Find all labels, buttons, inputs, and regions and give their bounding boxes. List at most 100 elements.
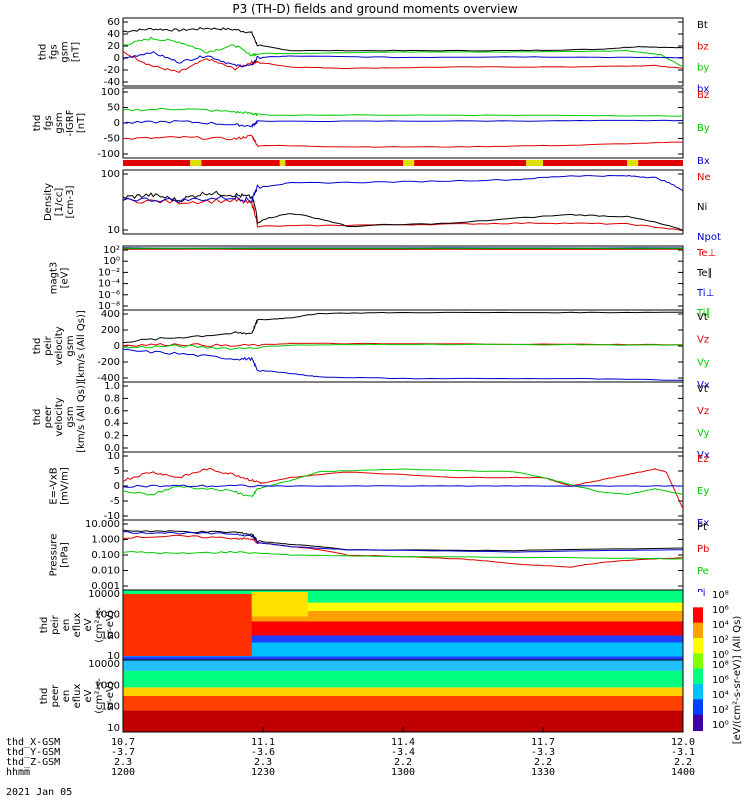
- spectrogram-band: [123, 642, 683, 657]
- colorbar-segment: [693, 607, 703, 624]
- panel-0-ytick: 40: [107, 29, 120, 40]
- panel-0-ytick: -20: [104, 65, 120, 76]
- legend-Ne: Ne: [697, 172, 711, 183]
- legend-Ex: Ex: [697, 518, 709, 529]
- panel-8-ylabel: eV: [83, 618, 94, 631]
- series-Bz: [122, 134, 683, 148]
- panel-4-ylabel: gsm: [65, 335, 76, 356]
- panel-9-ylabel: sr-eV): [105, 681, 116, 710]
- panel-0-ytick: 60: [107, 17, 120, 28]
- panel-0-ytick: -40: [104, 77, 120, 88]
- legend-Vx: Vx: [697, 450, 710, 461]
- mode-bar-segment: [414, 160, 527, 166]
- colorbar: [693, 592, 703, 731]
- mode-bar-segment: [627, 160, 639, 166]
- mode-bar-segment: [190, 160, 202, 166]
- panel-4-ylabel: peir: [43, 335, 54, 355]
- xaxis-value: 2.2: [534, 757, 552, 768]
- panel-7-ytick: 10.000: [85, 519, 120, 530]
- panel-9-ylabel: peer: [50, 684, 61, 708]
- spectrogram-band: [123, 602, 683, 611]
- series-Vx: [122, 348, 684, 381]
- colorbar-tick-bottom: 10⁸: [712, 660, 729, 671]
- panel-1-ylabel: fgs: [43, 115, 54, 130]
- legend-Vx: Vx: [697, 380, 710, 391]
- mode-bar-segment: [543, 160, 627, 166]
- panel-5-ylabel: gsm: [65, 406, 76, 427]
- chart-title: P3 (TH-D) fields and ground moments over…: [232, 2, 518, 16]
- series-By: [122, 107, 684, 117]
- panel-8-ylabel: peir: [50, 614, 61, 634]
- spectrogram-band: [123, 660, 683, 671]
- panel-0-ylabel: [nT]: [71, 42, 82, 62]
- panel-4-ylabel: velocity: [54, 326, 65, 365]
- xaxis-value: -3.4: [391, 747, 415, 758]
- panel-4-ytick: 400: [101, 309, 120, 320]
- xaxis-date: 2021 Jan 05: [6, 787, 72, 798]
- xaxis-value: 2.2: [394, 757, 412, 768]
- colorbar-tick-top: 10⁴: [712, 620, 729, 631]
- panel-5-ytick: 0.0: [104, 443, 120, 454]
- spectrogram-band: [123, 710, 683, 732]
- panel-9-ytick: 100: [101, 702, 120, 713]
- panel-5-ytick: 0.6: [104, 406, 120, 417]
- panel-3-ytick: 10⁻⁴: [98, 279, 120, 290]
- colorbar-tick-top: 10²: [712, 635, 729, 646]
- panel-2-ytick: 100: [101, 169, 120, 180]
- colorbar-segment: [693, 638, 703, 655]
- mode-bar: [123, 160, 683, 166]
- panel-2-ylabel: [cm-3]: [65, 185, 76, 218]
- panel-7-ytick: 0.010: [91, 566, 120, 577]
- legend-Vy: Vy: [697, 428, 710, 439]
- xaxis-value: 11.1: [251, 737, 275, 748]
- legend-Npot: Npot: [697, 232, 721, 243]
- series-Bx: [122, 119, 684, 129]
- legend-by: by: [697, 63, 709, 74]
- colorbar-segment: [693, 714, 703, 731]
- series-Bt: [122, 26, 684, 52]
- legend-Bz: Bz: [697, 90, 709, 101]
- xaxis-value: 2.3: [254, 757, 272, 768]
- panel-8-ylabel: en: [61, 619, 72, 632]
- panel-6-ytick: -10: [104, 511, 120, 522]
- panel-5-ytick: 0.2: [104, 431, 120, 442]
- colorbar-label: [eV/(cm²-s-sr-eV)] (All Qs): [732, 616, 743, 745]
- panel-9-ylabel: eflux: [72, 684, 83, 709]
- panel-9-ylabel: thd: [39, 688, 50, 705]
- panel-2-ylabel: [1/cc]: [54, 188, 65, 217]
- legend-Te∥: Te∥: [696, 268, 713, 279]
- legend-Ni: Ni: [697, 202, 707, 213]
- panel-9-ytick: 10000: [88, 659, 120, 670]
- xaxis-value: 1400: [671, 767, 695, 778]
- panel-9-ytick: 10: [107, 723, 120, 734]
- panel-4-ytick: 200: [101, 325, 120, 336]
- xaxis-value: -3.3: [531, 747, 555, 758]
- series-Pi: [122, 531, 684, 553]
- legend-Ti⊥: Ti⊥: [696, 288, 714, 299]
- panel-5-ylabel: peer: [43, 405, 54, 429]
- legend-Pt: Pt: [697, 522, 707, 533]
- series-Ne: [122, 197, 684, 232]
- panel-4-ytick: -400: [97, 373, 120, 384]
- series-Ez: [122, 467, 684, 509]
- legend-Bx: Bx: [697, 156, 710, 167]
- panel-6-ylabel: [mV/m]: [60, 467, 71, 505]
- panel-1-ytick: -100: [97, 149, 120, 160]
- legend-Vy: Vy: [697, 357, 710, 368]
- panel-1-ytick: 100: [101, 87, 120, 98]
- panel-5-ytick: 0.4: [104, 418, 120, 429]
- xaxis-row-label: thd_Z-GSM: [6, 757, 60, 768]
- legend-By: By: [697, 123, 710, 134]
- panel-2-ylabel: Density: [43, 183, 54, 221]
- panel-7-ytick: 0.100: [91, 550, 120, 561]
- panel-7-ylabel: Pressure: [49, 534, 60, 577]
- series-bx: [122, 51, 684, 68]
- xaxis-value: 1200: [111, 767, 135, 778]
- series-Ni: [122, 190, 684, 232]
- mode-bar-segment: [201, 160, 280, 166]
- panel-3-ytick: 10⁻²: [98, 267, 120, 278]
- colorbar-tick-bottom: 10²: [712, 705, 729, 716]
- spectrogram-region: [251, 592, 308, 617]
- series-Vt: [122, 311, 684, 344]
- panel-8-ylabel: (cm²-s-: [94, 607, 105, 643]
